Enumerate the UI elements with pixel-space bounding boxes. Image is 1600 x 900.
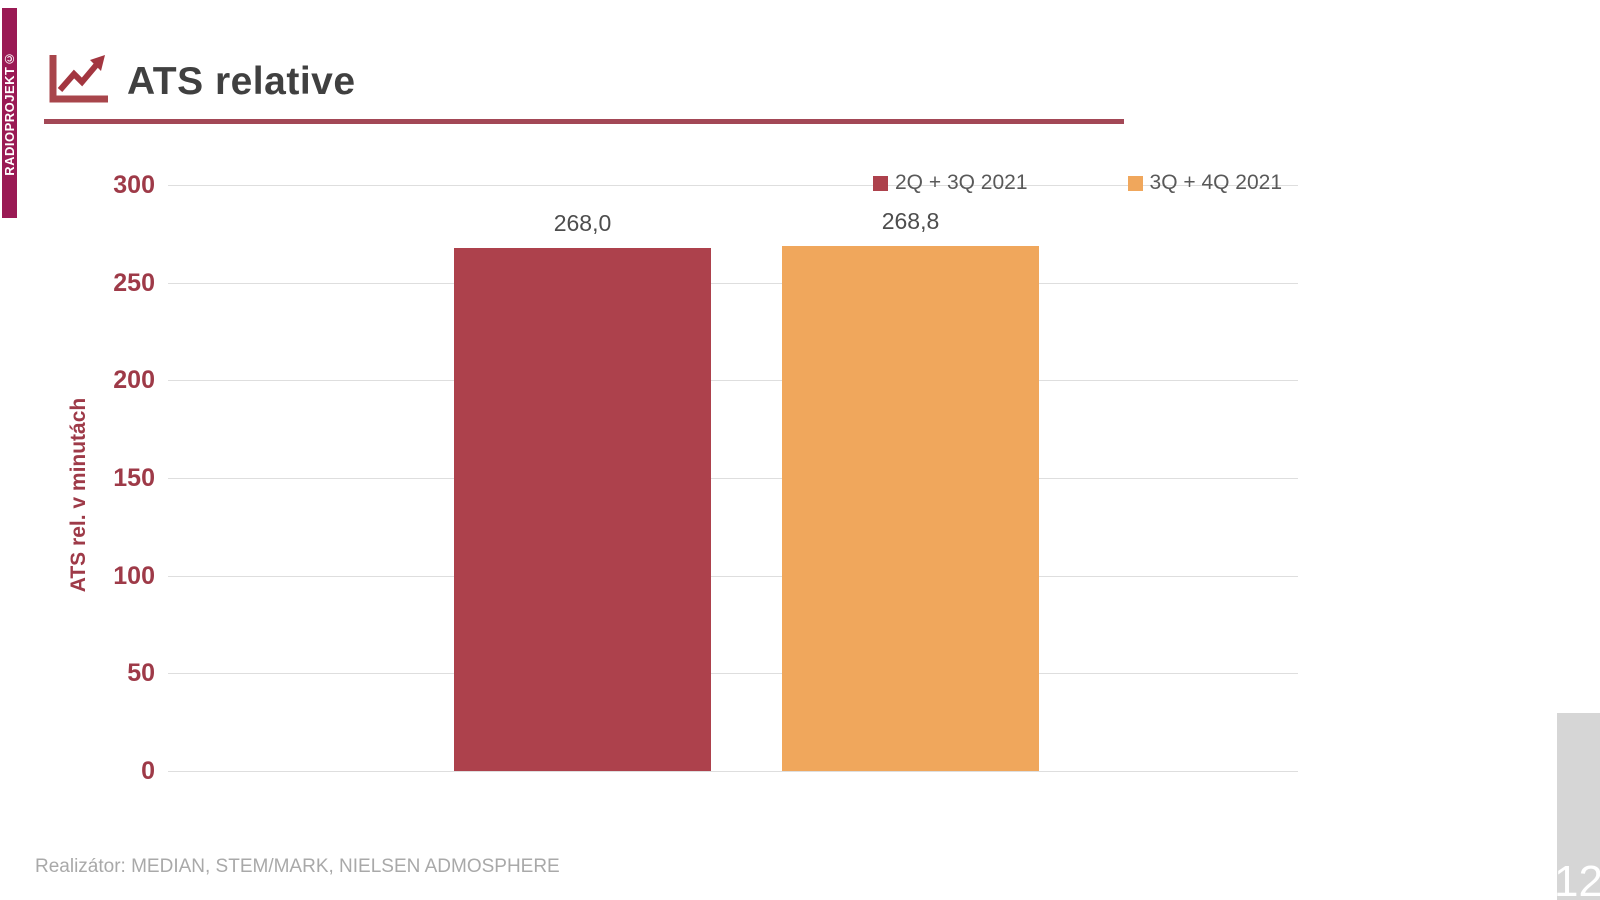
y-tick-label-300: 300: [113, 171, 155, 199]
legend-swatch-icon: [1127, 175, 1143, 191]
title-underline: [44, 119, 1124, 124]
bar-series-1: [454, 247, 711, 771]
legend-item-1: 2Q + 3Q 2021: [873, 171, 1028, 195]
bar-value-label-2: 268,8: [881, 207, 940, 234]
gridline-y250: [168, 282, 1298, 284]
y-tick-label-250: 250: [113, 268, 155, 297]
brand-sidebar: RADIOPROJEKT©: [2, 8, 17, 218]
gridline-y100: [168, 575, 1298, 577]
bar-value-label-1: 268,0: [553, 209, 612, 236]
gridline-y0: [168, 771, 1298, 772]
y-tick-label-50: 50: [127, 659, 155, 688]
source-note: Realizátor: MEDIAN, STEM/MARK, NIELSEN A…: [35, 856, 560, 877]
bar-series-2: [782, 245, 1039, 771]
bar-chart-plot-area: 0 50 100 150 200 250 300 268,0 268,8: [113, 173, 1298, 784]
gridline-y300: [168, 185, 1298, 186]
legend-label: 2Q + 3Q 2021: [895, 171, 1028, 194]
gridline-y150: [168, 478, 1298, 479]
page-number-box: 12: [1557, 713, 1600, 900]
y-tick-label-150: 150: [113, 464, 155, 492]
y-tick-label-100: 100: [113, 561, 155, 590]
page-title: ATS relative: [127, 60, 356, 103]
gridline-y200: [168, 380, 1298, 382]
legend-item-2: 3Q + 4Q 2021: [1127, 171, 1283, 195]
y-tick-label-200: 200: [113, 366, 155, 395]
chart-legend: 2Q + 3Q 2021 3Q + 4Q 2021: [873, 171, 1282, 195]
brand-label: RADIOPROJEKT©: [2, 50, 17, 176]
gridline-y50: [168, 673, 1298, 675]
y-tick-label-0: 0: [141, 757, 155, 785]
legend-label: 3Q + 4Q 2021: [1149, 171, 1283, 194]
page-number: 12: [1557, 857, 1600, 900]
legend-swatch-icon: [873, 175, 888, 191]
line-chart-icon: [49, 55, 108, 103]
